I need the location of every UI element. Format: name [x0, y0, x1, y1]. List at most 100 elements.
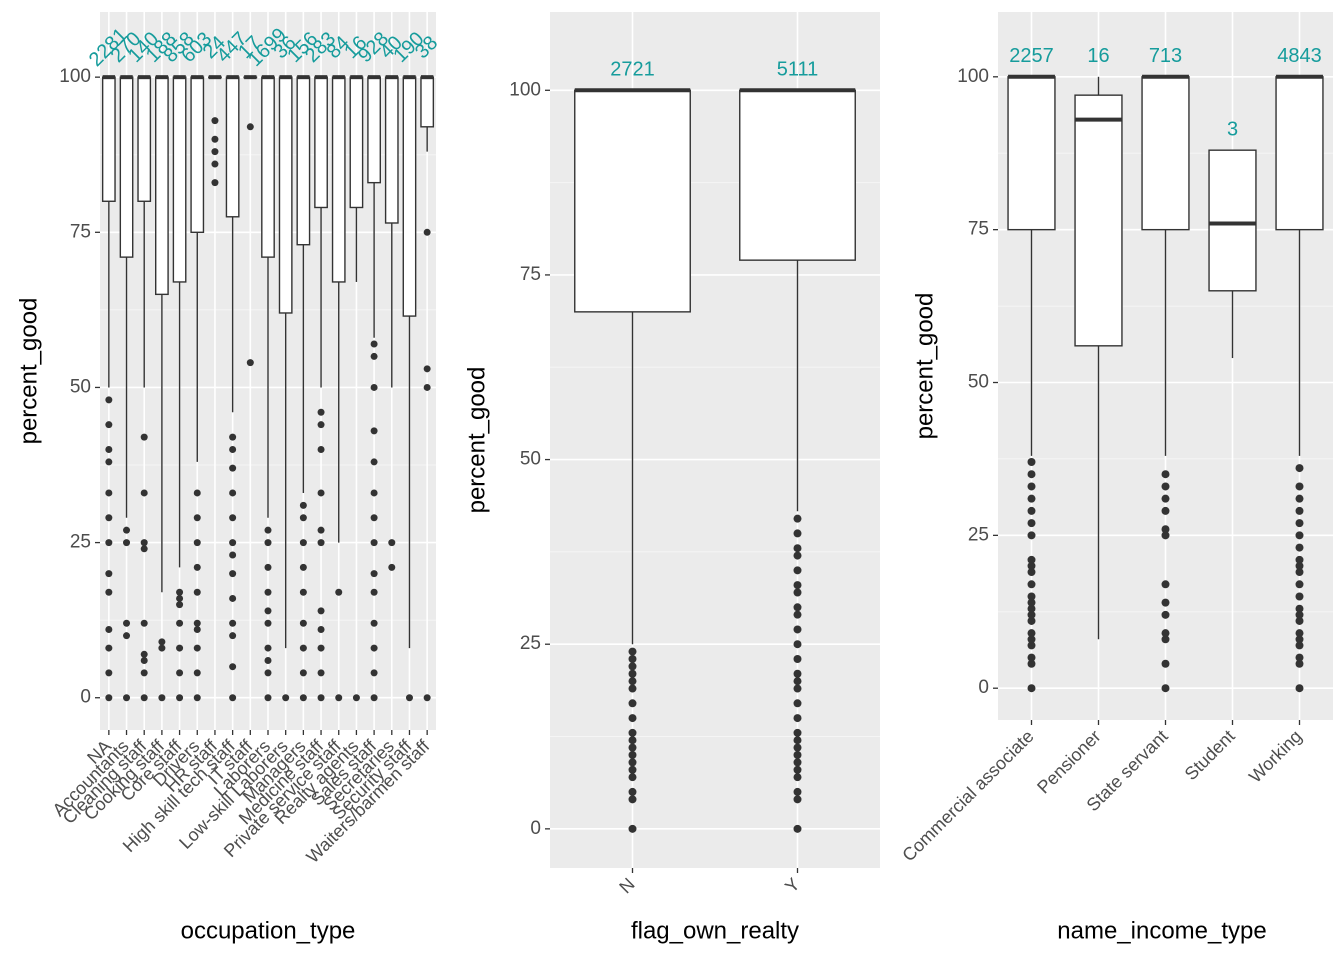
outlier	[1295, 580, 1304, 589]
outlier	[176, 594, 184, 602]
outlier	[264, 694, 272, 702]
outlier	[193, 644, 201, 652]
y-tick-label: 25	[520, 633, 541, 654]
outlier	[1027, 616, 1036, 625]
outlier	[1295, 506, 1304, 515]
outlier	[370, 619, 378, 627]
outlier	[1161, 684, 1170, 693]
outlier	[370, 539, 378, 547]
outlier	[793, 699, 802, 708]
y-tick-label: 0	[530, 818, 541, 839]
count-label: 2721	[610, 59, 655, 81]
outlier	[793, 795, 802, 804]
box	[349, 76, 364, 209]
outlier	[299, 694, 307, 702]
outlier	[370, 588, 378, 596]
outlier	[123, 526, 131, 534]
outlier	[1295, 519, 1304, 528]
outlier	[123, 539, 131, 547]
outlier	[317, 408, 325, 416]
outlier	[299, 588, 307, 596]
y-tick-label: 0	[978, 677, 989, 698]
outlier	[628, 714, 637, 723]
outlier	[105, 514, 113, 522]
outlier	[628, 773, 637, 782]
x-tick-label: Y	[781, 874, 804, 897]
outlier	[1027, 653, 1036, 662]
y-tick-label: 50	[70, 376, 91, 397]
box	[101, 76, 116, 202]
count-label: 16	[1087, 45, 1109, 67]
outlier	[193, 694, 201, 702]
outlier	[388, 563, 396, 571]
box	[225, 76, 240, 218]
outlier	[1027, 598, 1036, 607]
box	[1007, 76, 1056, 231]
outlier	[1295, 555, 1304, 564]
outlier	[793, 566, 802, 575]
outlier	[793, 640, 802, 649]
outlier	[317, 607, 325, 615]
outlier	[140, 433, 148, 441]
outlier	[1027, 604, 1036, 613]
outlier	[370, 644, 378, 652]
outlier	[352, 694, 360, 702]
outlier	[1027, 470, 1036, 479]
outlier	[1295, 543, 1304, 552]
outlier	[317, 526, 325, 534]
outlier	[793, 610, 802, 619]
outlier	[1295, 684, 1304, 693]
box	[367, 76, 381, 184]
outlier	[264, 669, 272, 677]
count-label: 4843	[1277, 45, 1322, 67]
outlier	[793, 581, 802, 590]
outlier	[1295, 482, 1304, 491]
outlier	[140, 545, 148, 553]
outlier	[140, 656, 148, 664]
outlier	[370, 570, 378, 578]
outlier	[229, 570, 237, 578]
outlier	[793, 765, 802, 774]
outlier	[405, 694, 413, 702]
outlier	[1295, 616, 1304, 625]
outlier	[176, 601, 184, 609]
outlier	[105, 570, 113, 578]
box	[331, 76, 346, 283]
outlier	[105, 669, 113, 677]
outlier	[1161, 531, 1170, 540]
outlier	[1027, 561, 1036, 570]
outlier	[793, 588, 802, 597]
y-axis-title: percent_good	[911, 293, 938, 440]
outlier	[628, 662, 637, 671]
outlier	[1295, 464, 1304, 473]
outlier	[193, 539, 201, 547]
outlier	[123, 632, 131, 640]
outlier	[246, 359, 254, 367]
outlier	[105, 588, 113, 596]
outlier	[628, 728, 637, 737]
outlier	[423, 365, 431, 373]
outlier	[335, 588, 343, 596]
outlier	[370, 489, 378, 497]
count-label: 713	[1149, 45, 1182, 67]
box	[155, 76, 169, 296]
outlier	[423, 694, 431, 702]
outlier	[1161, 659, 1170, 668]
outlier	[264, 526, 272, 534]
outlier	[299, 563, 307, 571]
outlier	[1161, 482, 1170, 491]
outlier	[793, 603, 802, 612]
box	[1141, 76, 1190, 231]
outlier	[229, 619, 237, 627]
y-tick-label: 100	[509, 79, 541, 100]
y-tick-label: 75	[70, 221, 91, 242]
outlier	[1161, 494, 1170, 503]
outlier	[193, 489, 201, 497]
outlier	[1295, 604, 1304, 613]
y-tick-label: 100	[59, 66, 91, 87]
x-tick-label: N	[615, 874, 638, 897]
count-label: 3	[1227, 118, 1238, 140]
outlier	[264, 607, 272, 615]
outlier	[282, 694, 290, 702]
